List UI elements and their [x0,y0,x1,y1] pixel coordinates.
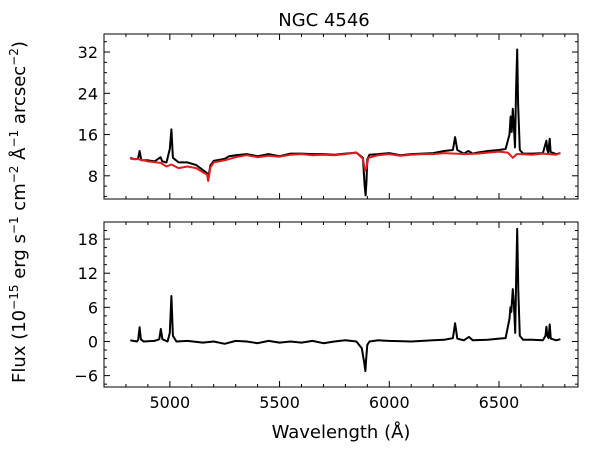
y-tick-label: 18 [78,230,98,249]
y-axis-title-part: cm [9,183,30,216]
top-panel-series [129,48,561,197]
y-axis-title-part: Flux (10 [9,310,30,383]
y-tick-label: 16 [78,126,98,145]
y-axis-title-superscript: −1 [7,130,21,148]
y-tick-label: 32 [78,43,98,62]
y-tick-label: 8 [88,167,98,186]
bottom-panel-series [130,227,561,373]
y-axis-title-part: Å [8,147,30,166]
x-tick-label: 5500 [259,393,300,412]
y-tick-label: −6 [74,367,98,386]
y-tick-label: 12 [78,264,98,283]
top-series-line-2 [130,150,561,182]
x-axis-title: Wavelength (Å) [272,421,411,443]
top-series-line-1 [129,48,561,197]
top-panel-ticks: 8 16 24 32 [78,34,578,199]
x-tick-label: 5000 [149,393,190,412]
y-tick-label: 0 [88,332,98,351]
x-tick-label: 6000 [369,393,410,412]
y-axis-title-superscript: −2 [7,48,21,66]
y-tick-label: 6 [88,298,98,317]
chart-title: NGC 4546 [278,10,370,31]
bottom-panel: 5000 5500 6000 6500 −6 0 6 12 18 [74,221,579,412]
y-axis-title-part: erg s [9,234,30,284]
top-panel-frame [103,33,579,200]
bottom-panel-frame [103,221,579,388]
y-axis-title-superscript: −2 [7,166,21,184]
y-tick-label: 24 [78,84,98,103]
y-axis-title-superscript: −1 [7,216,21,234]
y-axis-title-part: arcsec [9,66,30,130]
y-axis-title-part: ) [9,41,30,48]
y-axis-title: Flux (10−15 erg s−1 cm−2 Å−1 arcsec−2) [7,41,30,383]
bottom-panel-ticks: 5000 5500 6000 6500 −6 0 6 12 18 [74,221,578,412]
x-tick-label: 6500 [479,393,520,412]
y-axis-title-superscript: −15 [7,285,21,310]
top-panel: 8 16 24 32 [78,33,579,200]
bottom-series-line-1 [130,227,561,373]
